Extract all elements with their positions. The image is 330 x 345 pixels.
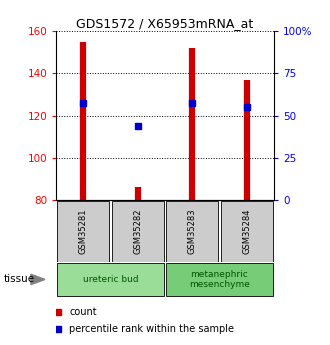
- Bar: [166, 263, 273, 296]
- Bar: [57, 263, 164, 296]
- Text: ureteric bud: ureteric bud: [83, 275, 138, 284]
- Bar: [57, 201, 110, 262]
- Text: metanephric
mesenchyme: metanephric mesenchyme: [189, 270, 250, 289]
- Text: GSM35283: GSM35283: [188, 208, 197, 254]
- Text: GSM35281: GSM35281: [79, 208, 88, 254]
- Polygon shape: [31, 274, 45, 285]
- Text: GSM35284: GSM35284: [242, 208, 251, 254]
- Bar: [220, 201, 273, 262]
- Text: count: count: [69, 307, 97, 317]
- Bar: [112, 201, 164, 262]
- Text: tissue: tissue: [3, 275, 34, 284]
- Text: GSM35282: GSM35282: [133, 208, 142, 254]
- Text: percentile rank within the sample: percentile rank within the sample: [69, 325, 234, 334]
- Bar: [166, 201, 218, 262]
- Title: GDS1572 / X65953mRNA_at: GDS1572 / X65953mRNA_at: [76, 17, 254, 30]
